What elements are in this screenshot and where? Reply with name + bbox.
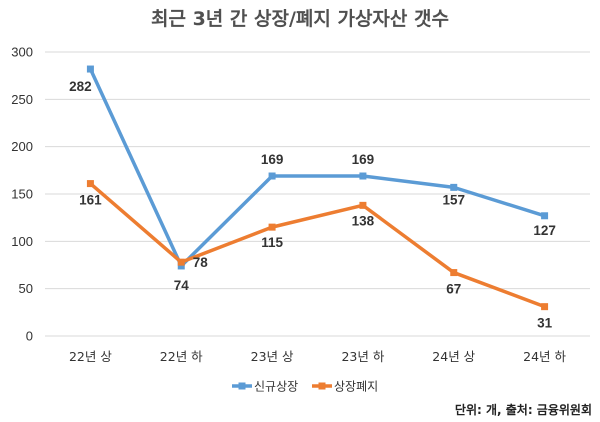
data-label: 115 [261,235,283,250]
legend-label: 상장폐지 [334,380,378,394]
x-tick-label: 24년 상 [432,349,475,364]
data-point [86,180,94,188]
y-tick-label: 50 [19,281,33,296]
data-label: 138 [352,213,375,228]
legend-label: 신규상장 [254,380,298,394]
y-tick-label: 150 [11,187,33,202]
data-point [177,262,185,270]
data-point [450,269,458,277]
x-tick-label: 24년 하 [523,349,566,364]
x-tick-label: 22년 하 [160,349,203,364]
y-tick-label: 200 [11,139,33,154]
data-label: 282 [69,79,92,94]
chart-title: 최근 3년 간 상장/폐지 가상자산 갯수 [151,8,449,30]
legend-marker [318,382,326,390]
x-tick-label: 23년 상 [251,349,294,364]
y-tick-label: 100 [11,234,33,249]
series-lines [86,65,549,311]
source-note: 단위: 개, 출처: 금융위원회 [455,402,592,417]
data-label: 161 [79,193,102,208]
data-label: 31 [537,316,553,331]
data-label: 67 [446,282,461,297]
data-label: 127 [533,223,556,238]
x-axis-ticks: 22년 상 22년 하 23년 상 23년 하 24년 상 24년 하 [69,349,567,364]
y-axis-ticks: 0 50 100 150 200 250 300 [11,45,33,344]
series-line-1 [88,67,547,268]
series-line-2 [88,181,547,309]
y-tick-label: 250 [11,92,33,107]
data-point [86,65,94,73]
data-point [177,258,185,266]
gridlines [45,51,590,337]
data-point [450,183,458,191]
x-tick-label: 22년 상 [69,349,112,364]
data-point [541,303,549,311]
data-labels: 282 74 169 169 157 127 161 78 115 138 67 31 [69,79,556,331]
legend-marker [238,382,246,390]
y-tick-label: 0 [26,329,33,344]
data-label: 78 [193,255,209,270]
data-point [541,212,549,220]
data-label: 157 [442,192,465,207]
data-label: 169 [261,152,284,167]
x-tick-label: 23년 하 [341,349,384,364]
legend: 신규상장 상장폐지 [232,380,378,394]
y-tick-label: 300 [11,45,33,60]
data-label: 169 [352,152,375,167]
data-point [268,172,276,180]
data-point [359,201,367,209]
data-label: 74 [174,278,190,293]
data-point [359,172,367,180]
data-point [268,223,276,231]
